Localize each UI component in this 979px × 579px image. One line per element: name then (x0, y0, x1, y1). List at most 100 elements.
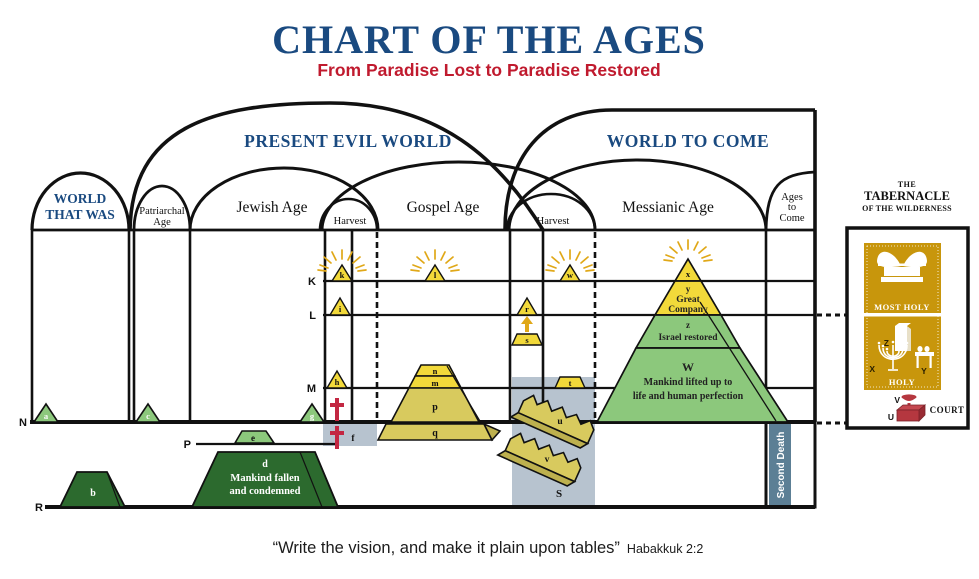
messianic-age-label: Messianic Age (622, 199, 714, 216)
messianic-fold (699, 301, 777, 422)
grade-M: M (307, 383, 316, 395)
grade-P: P (184, 439, 191, 451)
marker-f: f (351, 434, 355, 444)
holy-label: HOLY (889, 377, 915, 387)
triangle-c (134, 402, 162, 423)
arch-ages-to-come (764, 170, 816, 231)
tabernacle-u-label: U (888, 412, 894, 422)
arch-harvest-gospel (505, 192, 597, 231)
footer-quote: “Write the vision, and make it plain upo… (273, 539, 704, 557)
marker-b: b (90, 488, 96, 499)
harvest-gospel-label: Harvest (537, 216, 570, 227)
marker-t: t (569, 378, 572, 388)
marker-p: p (432, 402, 438, 413)
grade-N: N (19, 417, 27, 429)
arch-present-evil-world (128, 101, 545, 231)
trapezoid-d-fold (299, 451, 323, 508)
world-that-was-line2: THAT WAS (45, 207, 114, 222)
ages-to-come-line1: Ages (781, 192, 803, 203)
caption-W-line2: life and human perfection (633, 391, 744, 402)
arrow-up-icon (521, 316, 533, 332)
triangle-i (328, 296, 352, 316)
cross-on-N (330, 398, 344, 421)
tabernacle-x-label: X (869, 364, 875, 374)
marker-g: g (310, 411, 315, 421)
marker-u: u (557, 417, 563, 427)
dashed-dividers (375, 232, 597, 422)
arch-gospel (320, 160, 597, 231)
arch-world-that-was (30, 171, 131, 231)
showbread-table-icon (895, 323, 911, 351)
marker-l: l (434, 270, 437, 280)
marker-h: h (335, 377, 340, 387)
ages-to-come-line2: to (788, 202, 796, 213)
pyramid-band-p (389, 387, 481, 423)
marker-e: e (251, 433, 255, 443)
marker-y: y (686, 284, 691, 294)
marker-d: d (262, 459, 268, 470)
gospel-pyramid (376, 364, 502, 442)
grade-R: R (35, 502, 43, 514)
trapezoid-s (510, 333, 544, 346)
trapezoid-d (190, 451, 340, 508)
page-title: CHART OF THE AGES (272, 17, 706, 62)
jewish-age-label: Jewish Age (236, 199, 307, 216)
ark-icon (877, 251, 927, 282)
most-holy-label: MOST HOLY (874, 302, 930, 312)
trapezoid-t (553, 376, 587, 389)
messianic-pyramid (595, 257, 790, 423)
vertical-dividers (30, 230, 768, 422)
arch-jewish (188, 166, 380, 231)
tabernacle-title-line2: TABERNACLE (864, 189, 950, 203)
tabernacle-divider (864, 313, 941, 317)
caption-y-line1: Great (676, 295, 700, 305)
marker-x: x (686, 269, 691, 279)
altar-icon (895, 404, 927, 422)
triangle-g (298, 402, 326, 423)
second-death-label: Second Death (776, 432, 787, 499)
arch-harvest-jewish (318, 197, 379, 231)
marker-s: s (525, 335, 529, 345)
tabernacle-connectors (817, 313, 847, 425)
pyramid-fold (446, 365, 481, 422)
quote-ref: Habakkuk 2:2 (627, 542, 703, 556)
marker-v: v (545, 455, 550, 465)
menorah-flames (877, 340, 909, 351)
caption-d-line1: Mankind fallen (230, 473, 299, 484)
marker-k: k (340, 270, 345, 280)
triangle-r (515, 296, 539, 316)
marker-r: r (525, 304, 529, 314)
marker-m: m (431, 378, 438, 388)
patriarchal-age-line2: Age (153, 217, 171, 228)
page-subtitle: From Paradise Lost to Paradise Restored (317, 60, 660, 80)
arch-world-to-come (503, 108, 815, 231)
yellow-markers (325, 263, 587, 389)
caption-z-line1: Israel restored (658, 333, 718, 343)
marker-c: c (146, 411, 150, 421)
marker-w: w (567, 270, 574, 280)
world-that-was-line1: WORLD (54, 191, 107, 206)
tabernacle-z-label: Z (884, 338, 889, 348)
tabernacle-title-line3: OF THE WILDERNESS (862, 204, 952, 213)
marker-q: q (432, 428, 438, 439)
triangle-w (558, 263, 582, 282)
triangle-l (423, 263, 447, 282)
tabernacle-title-line1: THE (898, 180, 916, 189)
triangle-a (32, 402, 60, 423)
pyramid-q-side (482, 422, 502, 442)
patriarchal-age-line1: Patriarchal (139, 206, 185, 217)
triangle-h (325, 369, 349, 389)
green-shapes (32, 402, 340, 508)
pyramid-band-W (595, 347, 790, 423)
arch-patriarchal (132, 184, 192, 231)
marker-a: a (44, 411, 49, 421)
caption-d-line2: and condemned (230, 486, 301, 497)
second-death-bar (769, 422, 791, 507)
triangle-k (330, 263, 354, 282)
marker-W: W (682, 360, 694, 374)
marker-S: S (556, 488, 562, 500)
second-death-box (764, 420, 817, 509)
world-to-come-label: WORLD TO COME (607, 131, 769, 151)
